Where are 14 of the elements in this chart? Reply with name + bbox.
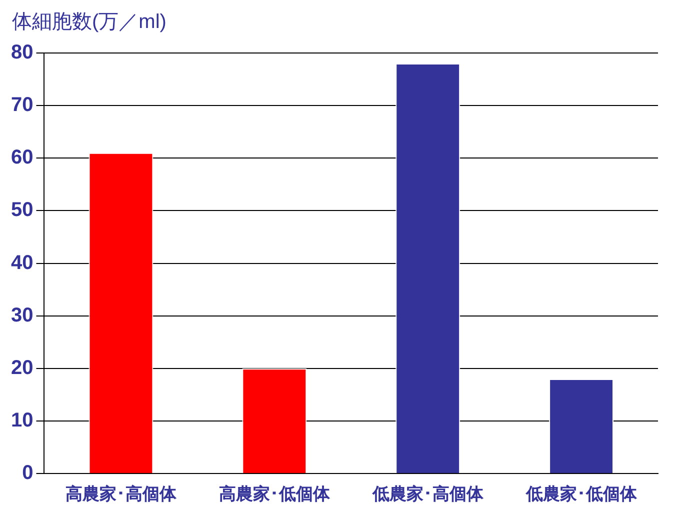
- y-tick-label: 50: [10, 199, 34, 222]
- y-tick-label: 40: [10, 252, 34, 274]
- y-tick-label: 10: [10, 410, 34, 432]
- y-tick-label: 70: [10, 94, 34, 116]
- y-tick-label: 60: [10, 146, 34, 169]
- y-axis-title: 体細胞数(万／ml): [11, 10, 168, 35]
- y-tick-label: 20: [10, 356, 34, 379]
- x-tick-label: 高農家･低個体: [218, 484, 331, 504]
- y-tick-label: 0: [22, 462, 34, 484]
- x-tick-label: 低農家･高個体: [371, 484, 484, 504]
- y-tick-label: 80: [10, 42, 34, 64]
- x-tick-label: 高農家･高個体: [65, 484, 178, 504]
- x-tick-label: 低農家･低個体: [524, 484, 638, 504]
- y-tick-label: 30: [10, 304, 34, 326]
